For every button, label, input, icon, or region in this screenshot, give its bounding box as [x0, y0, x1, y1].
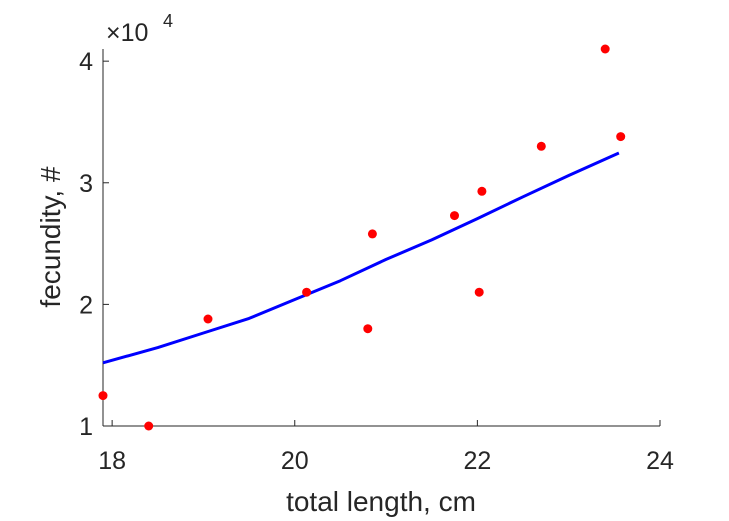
fit-line-layer [102, 151, 620, 365]
scatter-point [536, 141, 546, 151]
y-tick-label: 2 [79, 291, 93, 319]
x-axis-label: total length, cm [286, 486, 476, 517]
scatter-point [367, 229, 377, 239]
y-ticks: 1 2 3 4 [79, 48, 109, 441]
x-tick-label: 24 [646, 447, 674, 475]
fit-line [102, 151, 620, 365]
y-multiplier-exponent: 4 [163, 11, 173, 31]
x-tick-label: 18 [98, 447, 126, 475]
y-axis-label: fecundity, # [35, 166, 66, 308]
scatter-point [616, 132, 626, 142]
scatter-point [302, 287, 312, 297]
scatter-point [98, 391, 108, 401]
scatter-point [203, 314, 213, 324]
y-tick-label: 1 [79, 413, 93, 441]
y-tick-label: 4 [79, 48, 93, 76]
y-tick-label: 3 [79, 170, 93, 198]
scatter-point [600, 44, 610, 54]
x-tick-label: 20 [281, 447, 309, 475]
scatter-point [144, 421, 154, 431]
scatter-point [363, 324, 373, 334]
scatter-point [450, 211, 459, 221]
x-ticks: 18 20 22 24 [98, 420, 674, 475]
scatter-point [474, 287, 484, 297]
scatter-points-layer [98, 44, 626, 431]
scatter-point [477, 186, 487, 196]
y-multiplier: ×10 4 [106, 11, 173, 47]
y-multiplier-base: ×10 [106, 19, 148, 47]
x-tick-label: 22 [463, 447, 491, 475]
